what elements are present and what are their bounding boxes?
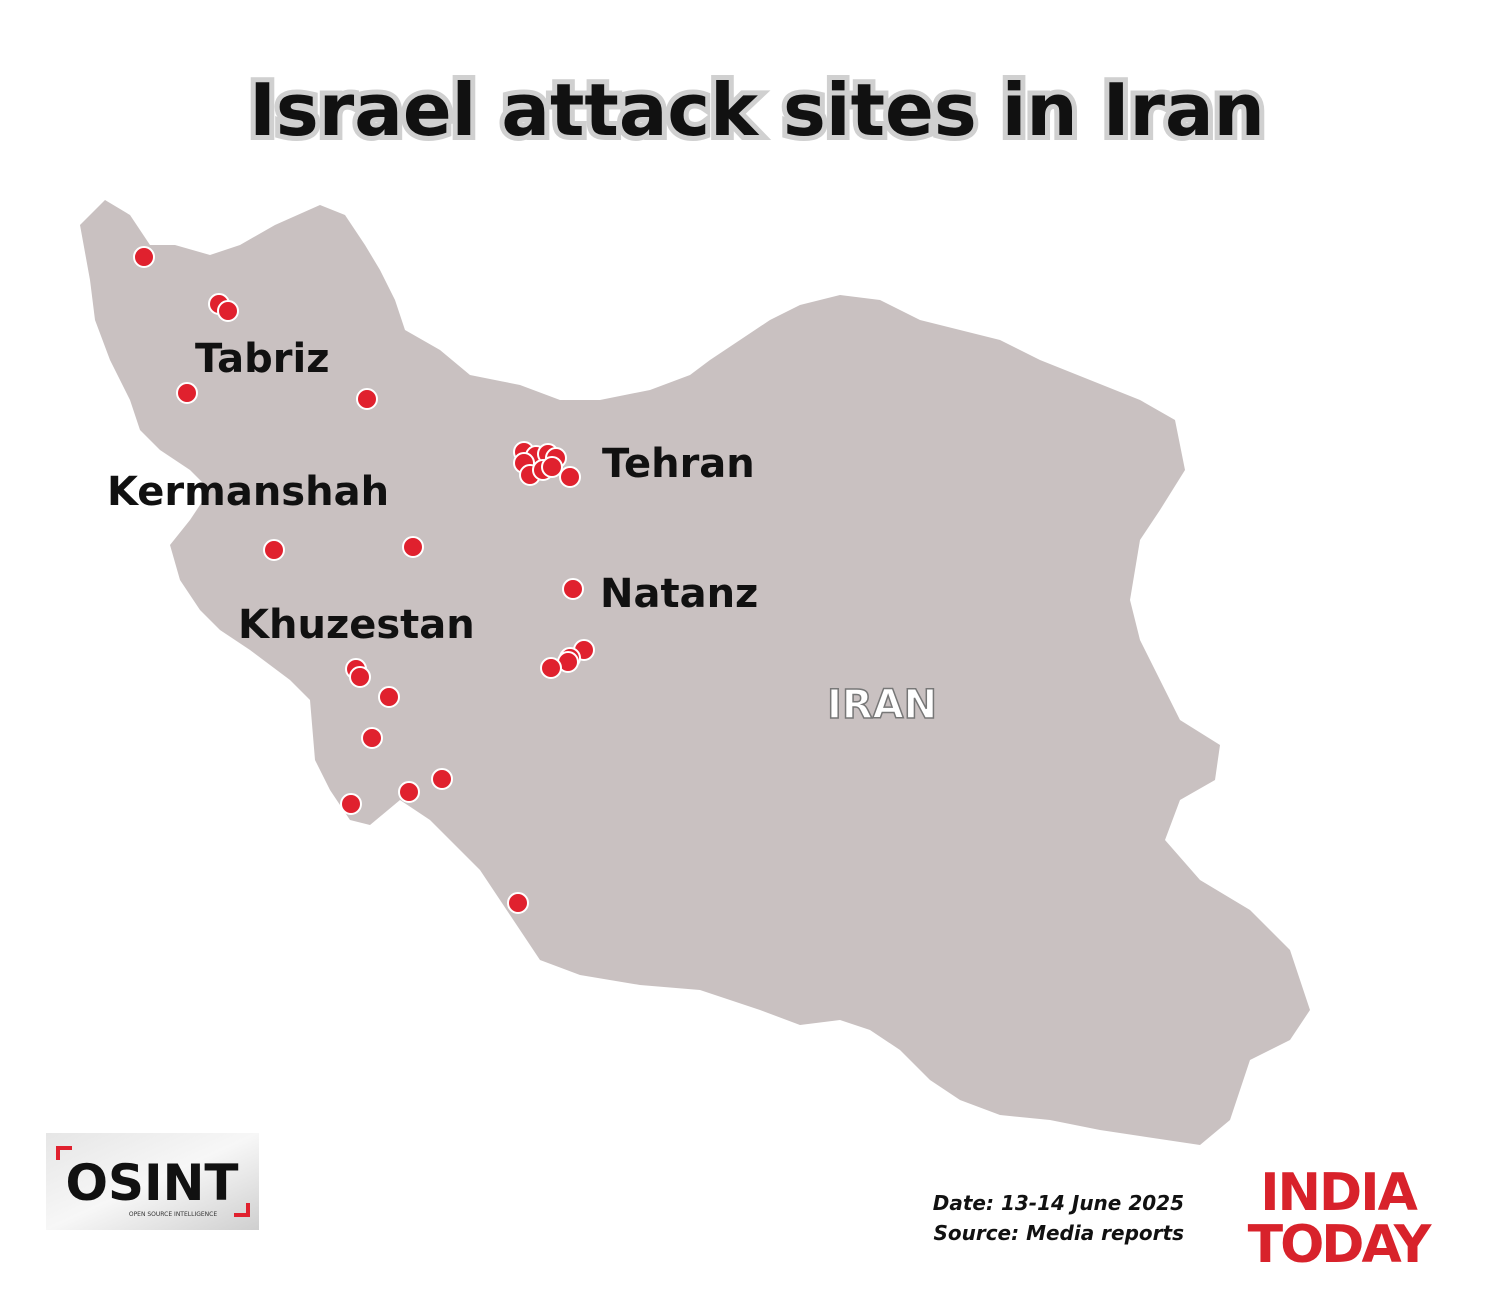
attack-site <box>133 246 155 268</box>
attack-site <box>176 382 198 404</box>
place-label: Khuzestan <box>238 602 475 648</box>
publisher-line1: INDIA <box>1260 1163 1417 1223</box>
attack-site <box>263 539 285 561</box>
publisher-line2: TODAY <box>1248 1215 1433 1275</box>
attack-sites <box>133 246 595 914</box>
attack-site <box>217 300 239 322</box>
logo-bracket <box>56 1146 250 1217</box>
country-label: IRAN <box>827 682 937 728</box>
attack-site <box>431 768 453 790</box>
attack-site <box>361 727 383 749</box>
osint-logo: OSINT OPEN SOURCE INTELLIGENCE <box>46 1133 259 1230</box>
attack-site <box>562 578 584 600</box>
attack-site <box>378 686 400 708</box>
title: Israel attack sites in Iran <box>249 68 1265 152</box>
attack-site <box>540 657 562 679</box>
iran-map <box>80 200 1310 1145</box>
logo-background <box>46 1133 259 1230</box>
attack-site <box>340 793 362 815</box>
attack-site <box>402 536 424 558</box>
attack-site <box>559 466 581 488</box>
logo-name: OSINT <box>65 1154 238 1212</box>
place-label: Tabriz <box>195 336 329 382</box>
place-label: Tehran <box>602 441 755 487</box>
place-label: Kermanshah <box>107 469 389 515</box>
logo-tagline: OPEN SOURCE INTELLIGENCE <box>129 1211 217 1218</box>
attack-site <box>507 892 529 914</box>
attack-site <box>356 388 378 410</box>
date: Date: 13-14 June 2025 <box>933 1191 1184 1215</box>
source: Source: Media reports <box>933 1221 1184 1245</box>
attack-site <box>349 666 371 688</box>
attack-site <box>398 781 420 803</box>
place-label: Natanz <box>600 571 758 617</box>
attack-site <box>541 456 563 478</box>
